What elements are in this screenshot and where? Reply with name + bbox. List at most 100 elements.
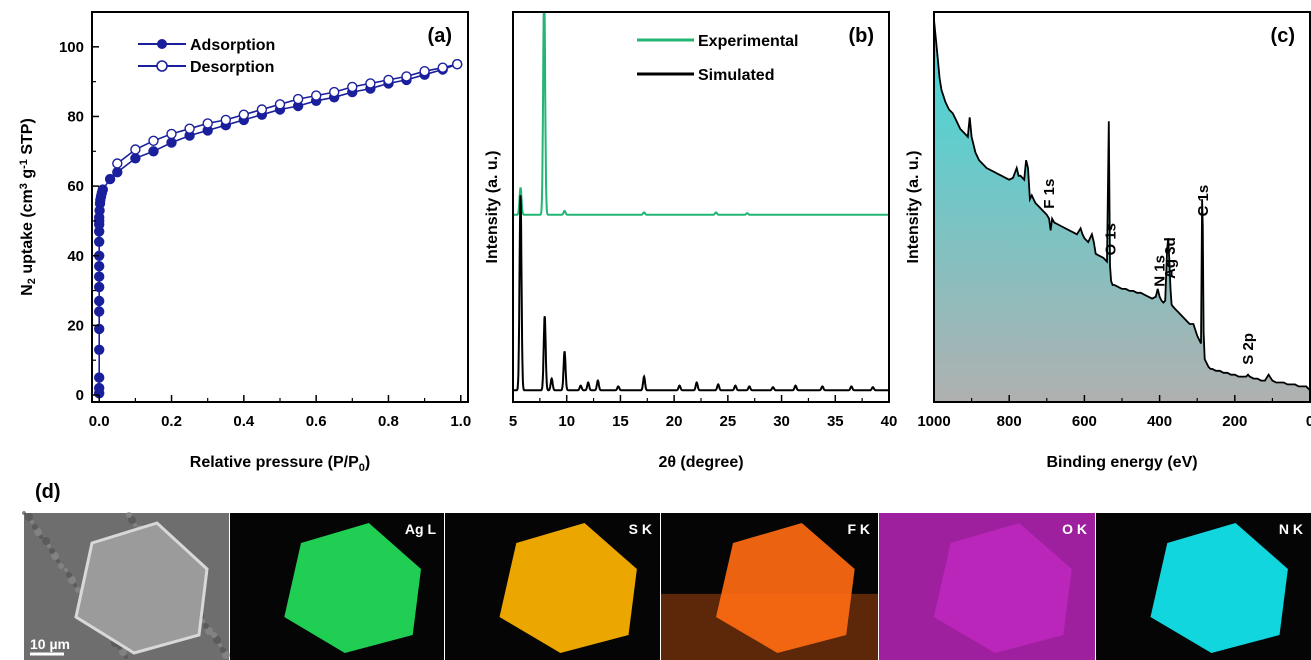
desorption-point — [329, 86, 340, 98]
y-tick-label: 0 — [76, 387, 84, 404]
x-tick-label: 5 — [509, 413, 517, 430]
map-crystal — [284, 523, 421, 653]
x-tick-label: 10 — [558, 413, 575, 430]
x-tick-label: 15 — [612, 413, 629, 430]
adsorption-point — [93, 306, 105, 317]
eds-map-strip: 10 µm Ag L S K F K O K N K — [22, 511, 1311, 660]
sem-texture-grain — [32, 524, 38, 530]
xps-area-fill — [934, 19, 1310, 402]
y-tick-label: 100 — [59, 39, 84, 56]
adsorption-point — [166, 137, 177, 148]
x-tick-label: 0.8 — [378, 413, 399, 430]
desorption-point — [130, 144, 141, 155]
desorption-point — [437, 62, 448, 73]
sem-texture-grain — [68, 576, 76, 584]
desorption-point — [347, 81, 358, 93]
desorption-point — [256, 104, 268, 115]
series-line-experimental — [513, 12, 889, 216]
panel-b-xrd: 5 10 15 20 25 30 35 40 (b) Experimental Simulat… — [484, 11, 897, 471]
eds-map-n: N K — [1096, 513, 1311, 660]
sem-texture-grain — [218, 643, 222, 647]
sem-crystal — [74, 521, 209, 655]
sem-texture-grain — [22, 511, 26, 515]
panel-a-xlabel: Relative pressure (P/P0) — [190, 454, 370, 474]
desorption-point — [274, 99, 286, 110]
panel-b-label: (b) — [848, 25, 874, 47]
y-tick-label: 20 — [67, 317, 84, 334]
sem-texture-grain — [34, 528, 42, 536]
desorption-point — [401, 71, 412, 82]
sem-texture-grain — [51, 552, 59, 560]
sem-image-tile: 10 µm — [22, 511, 230, 660]
sem-texture-grain — [124, 655, 128, 659]
map-crystal — [716, 523, 855, 653]
sem-texture-grain — [133, 523, 137, 527]
adsorption-point — [93, 236, 105, 248]
y-tick-label: 40 — [67, 248, 84, 265]
desorption-point — [112, 158, 123, 169]
adsorption-point — [93, 344, 105, 355]
panel-b-legend: Experimental Simulated — [637, 33, 798, 84]
map-element-label: S K — [629, 521, 652, 537]
panel-a-frame — [91, 11, 469, 403]
desorption-point — [238, 109, 250, 120]
sem-texture-grain — [30, 520, 34, 524]
map-crystal — [1150, 523, 1288, 653]
xps-peak-label: Ag 3d — [1162, 237, 1179, 279]
adsorption-point — [93, 271, 105, 282]
sem-texture-grain — [75, 587, 81, 593]
series-line-simulated — [513, 195, 889, 392]
sem-texture-grain — [211, 632, 217, 638]
panel-c-ylabel: Intensity (a. u.) — [905, 151, 922, 264]
adsorption-point — [130, 153, 141, 164]
map-crystal — [499, 523, 637, 653]
map-crystal — [933, 523, 1072, 653]
y-tick-label: 80 — [67, 108, 84, 125]
x-tick-label: 400 — [1147, 413, 1172, 430]
x-tick-label: 800 — [997, 413, 1022, 430]
eds-map-o: O K — [879, 513, 1095, 660]
xps-spectrum-line — [934, 19, 1310, 391]
adsorption-point — [93, 372, 105, 383]
adsorption-point — [93, 382, 105, 394]
x-tick-label: 20 — [666, 413, 683, 430]
y-tick-label: 60 — [67, 178, 84, 195]
map-element-label: Ag L — [405, 521, 437, 537]
panel-a-legend: Adsorption Desorption — [138, 37, 275, 76]
desorption-point — [202, 118, 213, 129]
sem-texture-grain — [205, 627, 213, 635]
x-tick-label: 0.6 — [306, 413, 327, 430]
panel-b-ylabel: Intensity (a. u.) — [484, 151, 501, 264]
x-tick-label: 1000 — [917, 413, 950, 430]
xps-peak-label: F 1s — [1041, 179, 1058, 209]
x-tick-label: 600 — [1072, 413, 1097, 430]
x-tick-label: 25 — [720, 413, 737, 430]
eds-map-f: F K — [661, 513, 878, 660]
eds-map-ag: Ag L — [230, 513, 444, 660]
x-tick-label: 0.0 — [89, 413, 110, 430]
desorption-point — [184, 123, 195, 134]
x-tick-label: 0 — [1306, 413, 1311, 430]
panel-a-ylabel: N2 uptake (cm3 g-1 STP) — [18, 118, 38, 296]
sem-texture-grain — [49, 548, 55, 554]
panel-a-isotherm: 0.0 0.2 0.4 0.6 0.8 1.0 0 20 40 60 80 100 (a) Adsor… — [18, 11, 471, 474]
sem-texture-grain — [39, 535, 43, 539]
x-tick-label: 30 — [773, 413, 790, 430]
map-element-label: O K — [1062, 521, 1087, 537]
legend-desorption: Desorption — [190, 59, 274, 76]
adsorption-point — [104, 173, 116, 185]
xps-peak-label: C 1s — [1195, 185, 1212, 217]
sem-texture-grain — [64, 568, 68, 572]
panel-d-label: (d) — [35, 481, 61, 503]
sem-texture-grain — [128, 516, 136, 524]
legend-marker-adsorption — [157, 39, 167, 49]
map-element-label: N K — [1279, 521, 1303, 537]
desorption-point — [220, 114, 232, 126]
panel-b-xlabel: 2θ (degree) — [658, 454, 743, 471]
desorption-point — [452, 58, 463, 70]
x-tick-label: 200 — [1222, 413, 1247, 430]
legend-simulated: Simulated — [698, 67, 774, 84]
legend-adsorption: Adsorption — [190, 37, 275, 54]
